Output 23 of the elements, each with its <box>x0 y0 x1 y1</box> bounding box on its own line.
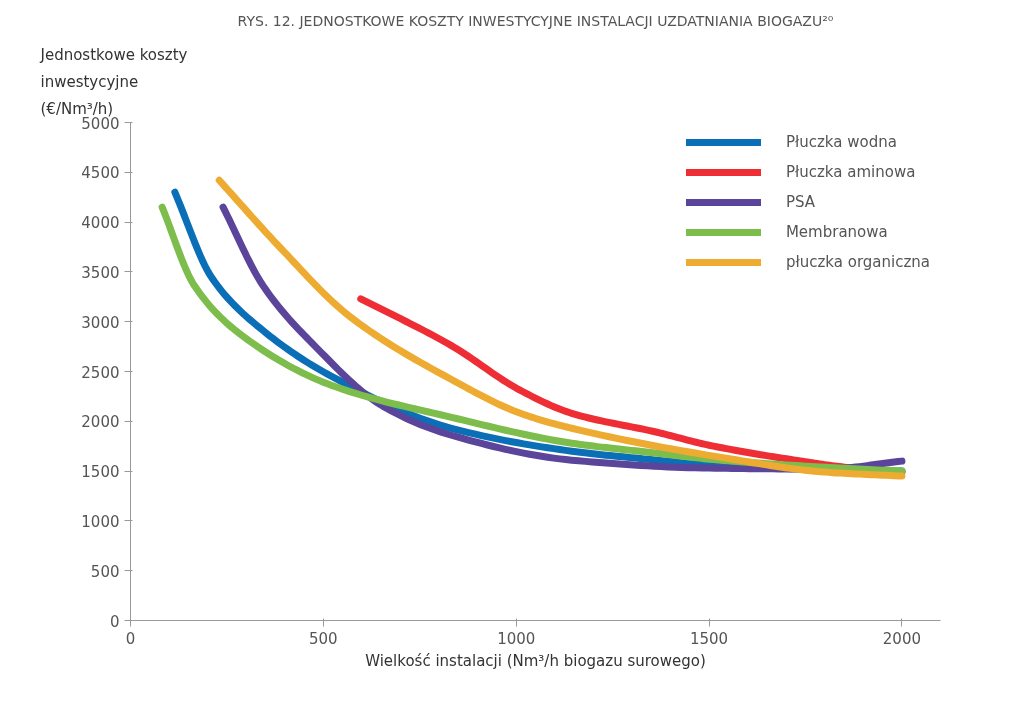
y-axis-title: Jednostkowe koszty inwestycyjne (€/Nm³/h) <box>39 45 188 118</box>
legend-label: Płuczka aminowa <box>785 163 916 181</box>
x-tick-label: 1500 <box>689 629 729 648</box>
y-tick-label: 1000 <box>81 512 120 531</box>
x-tick-label: 0 <box>125 629 136 648</box>
x-tick-label: 1000 <box>497 629 536 648</box>
legend-label: Membranowa <box>785 223 888 241</box>
y-tick-label: 2000 <box>81 413 120 432</box>
y-tick-label: 0 <box>109 612 120 631</box>
y-tick-label: 1500 <box>81 463 120 482</box>
x-tick-label: 2000 <box>882 629 922 648</box>
y-tick-label: 500 <box>90 562 120 581</box>
chart-title: RYS. 12. JEDNOSTKOWE KOSZTY INWESTYCYJNE INSTALACJI UZDATNIANIA BIOGAZU²⁰ <box>237 12 834 29</box>
y-tick-label: 4500 <box>81 164 120 183</box>
legend-label: Płuczka wodna <box>785 133 897 151</box>
y-tick-label: 3500 <box>81 263 120 282</box>
y-tick-label: 3000 <box>81 313 120 332</box>
legend-label: płuczka organiczna <box>785 253 930 271</box>
x-tick-label: 500 <box>309 629 338 648</box>
y-tick-label: 4000 <box>81 214 120 233</box>
y-tick-label: 2500 <box>81 363 120 382</box>
x-axis-title: Wielkość instalacji (Nm³/h biogazu surowego) <box>365 651 706 670</box>
legend-label: PSA <box>785 193 816 211</box>
